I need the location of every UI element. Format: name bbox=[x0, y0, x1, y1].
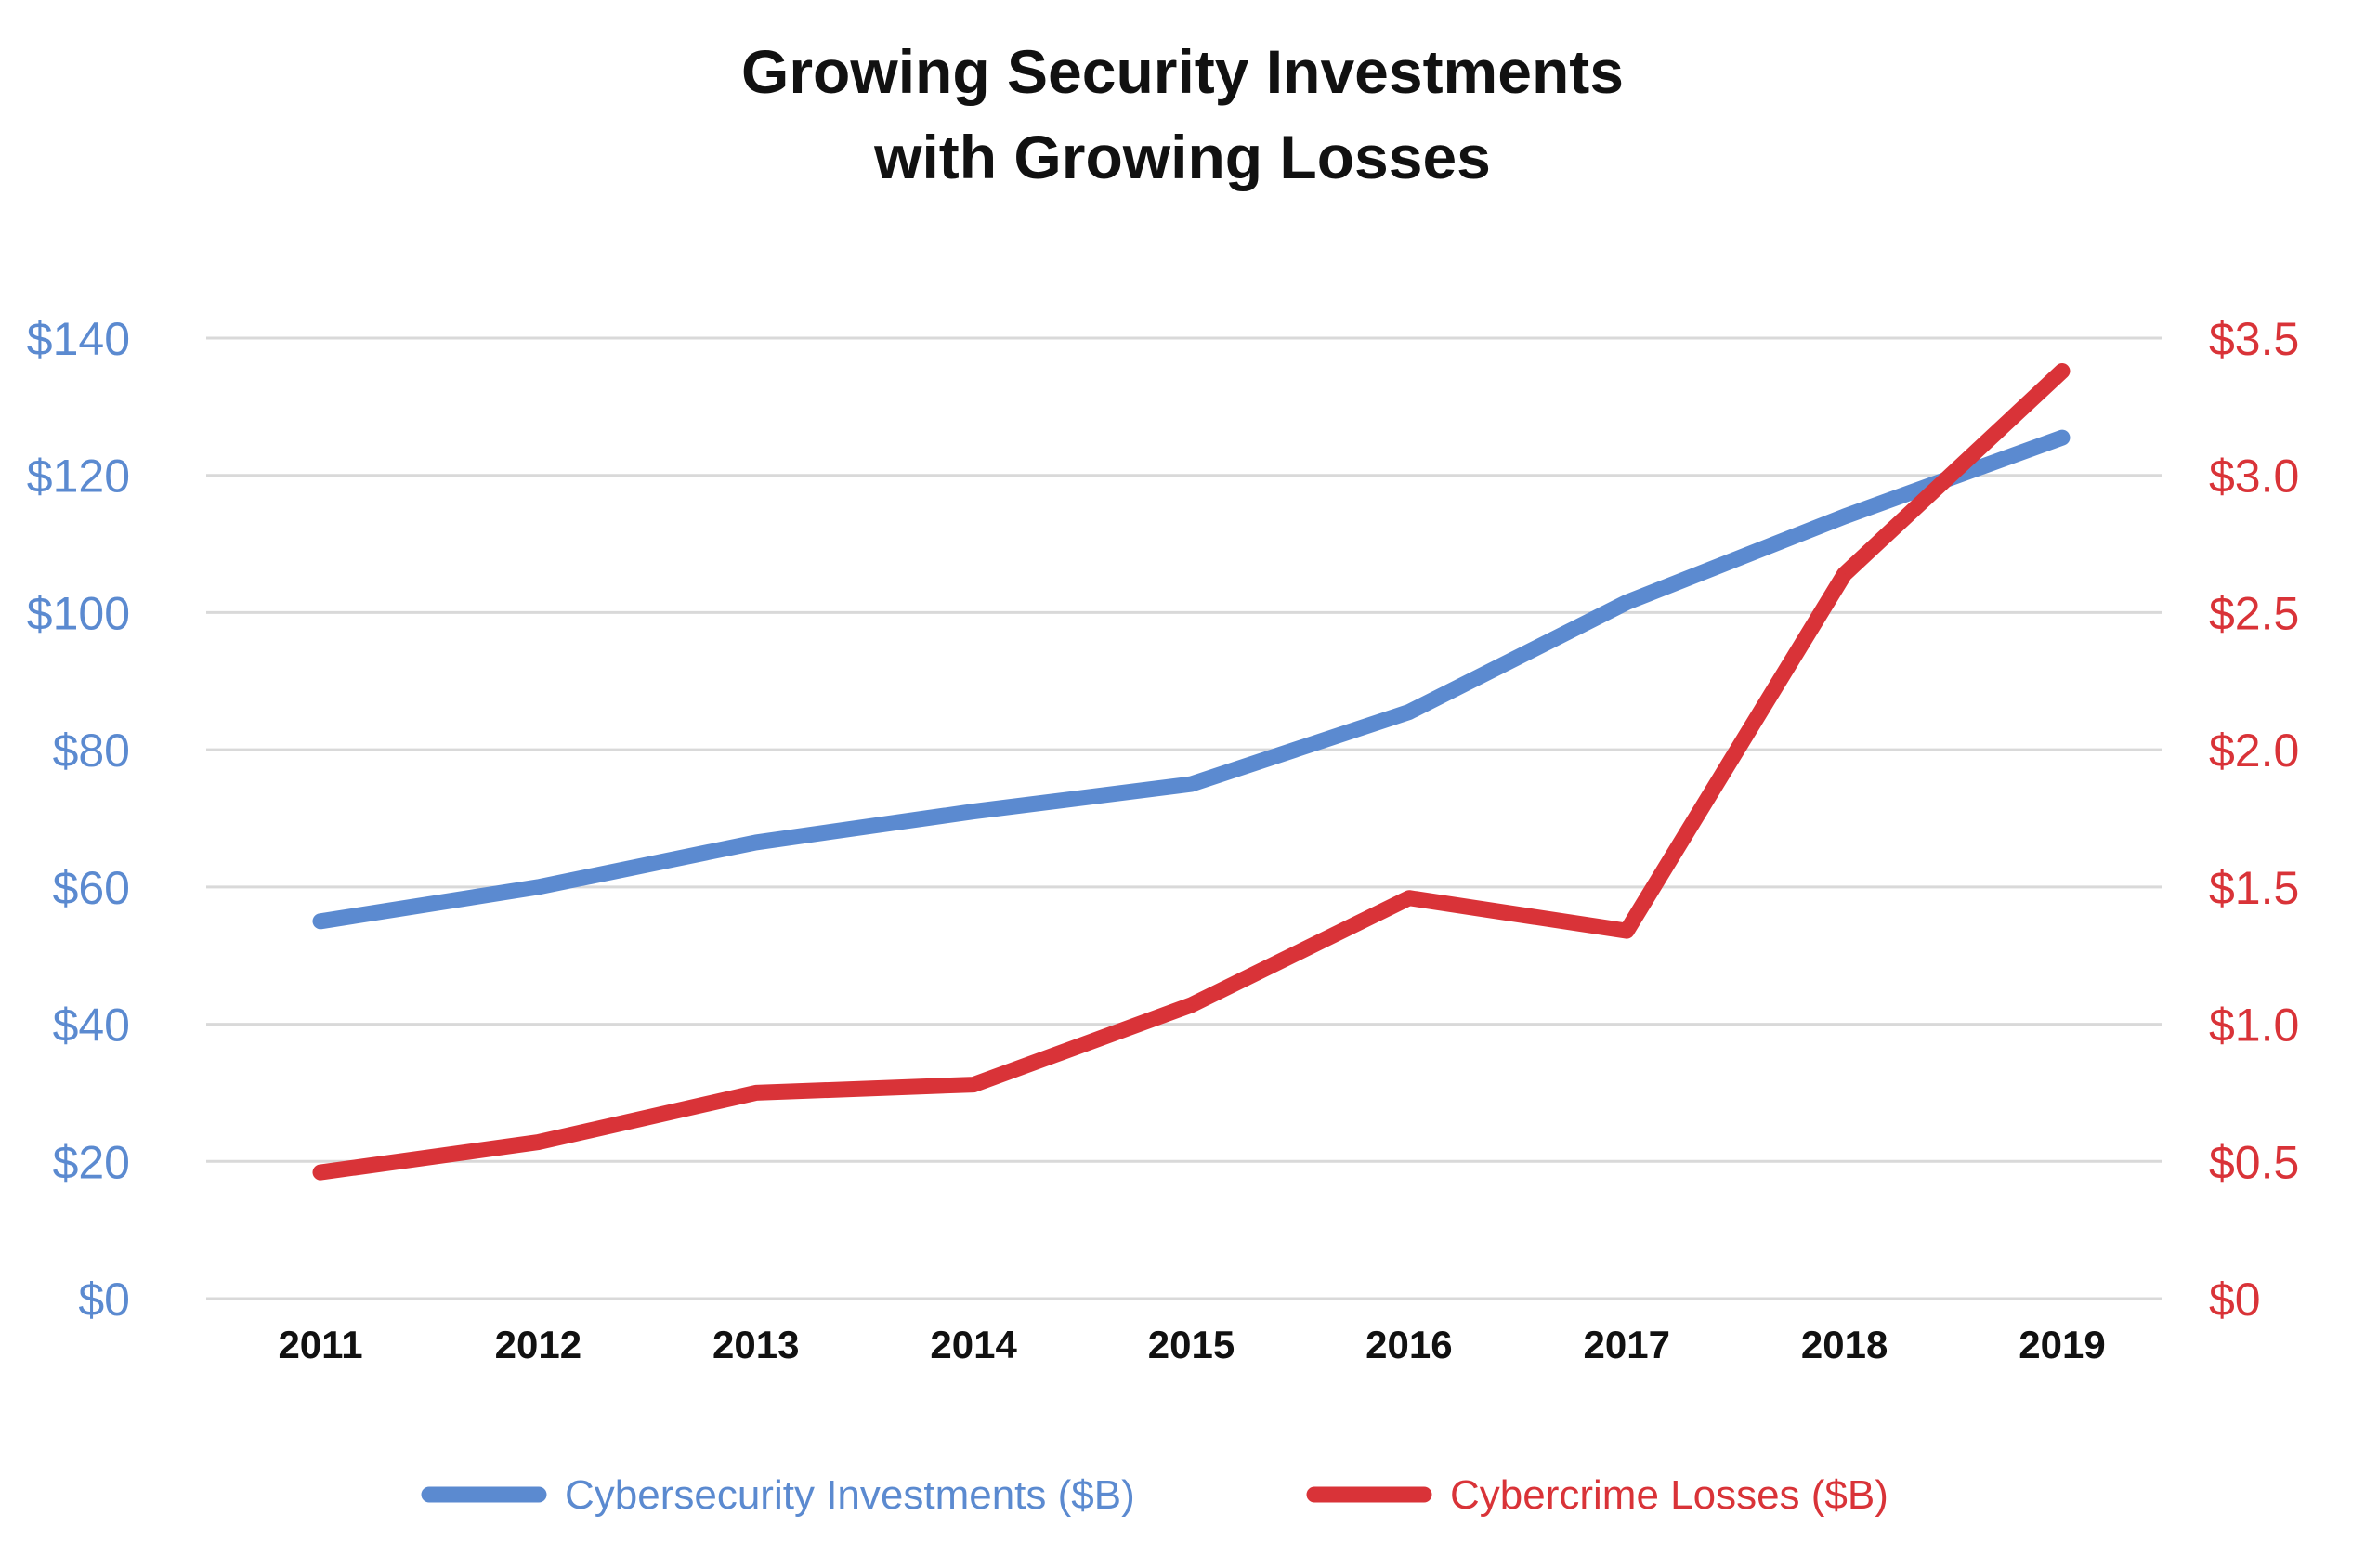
data-point bbox=[537, 1141, 540, 1143]
x-tick-label: 2011 bbox=[278, 1323, 362, 1366]
left-tick-label: $100 bbox=[27, 587, 130, 639]
left-tick-label: $60 bbox=[53, 862, 130, 914]
data-point bbox=[2061, 370, 2063, 372]
data-point bbox=[1407, 711, 1410, 713]
series-line-investments bbox=[312, 429, 2071, 930]
series-lines bbox=[312, 363, 2071, 1181]
data-point bbox=[320, 920, 321, 922]
x-tick-label: 2014 bbox=[930, 1323, 1017, 1366]
left-axis: $0 $20 $40 $60 $80 $100 $120 $140 bbox=[27, 313, 130, 1326]
right-tick-label: $0 bbox=[2209, 1274, 2261, 1326]
right-tick-label: $3.0 bbox=[2209, 451, 2299, 503]
x-tick-label: 2017 bbox=[1584, 1323, 1670, 1366]
right-tick-label: $0.5 bbox=[2209, 1136, 2299, 1188]
x-tick-label: 2015 bbox=[1148, 1323, 1235, 1366]
left-tick-label: $40 bbox=[53, 1000, 130, 1052]
legend: Cybersecurity Investments ($B) Cybercrime… bbox=[421, 1472, 1888, 1518]
data-point bbox=[1626, 930, 1628, 933]
data-point bbox=[973, 810, 975, 813]
right-tick-label: $1.5 bbox=[2209, 862, 2299, 914]
data-point bbox=[1190, 783, 1193, 786]
left-tick-label: $80 bbox=[53, 725, 130, 777]
series-line-losses bbox=[312, 363, 2071, 1181]
right-tick-label: $3.5 bbox=[2209, 313, 2299, 365]
right-tick-label: $2.0 bbox=[2209, 725, 2299, 777]
legend-label-investments: Cybersecurity Investments ($B) bbox=[565, 1472, 1135, 1518]
left-tick-label: $120 bbox=[27, 451, 130, 503]
data-point bbox=[973, 1083, 975, 1086]
x-tick-label: 2019 bbox=[2019, 1323, 2105, 1366]
x-tick-label: 2016 bbox=[1365, 1323, 1452, 1366]
x-tick-label: 2018 bbox=[1801, 1323, 1888, 1366]
data-point bbox=[1407, 896, 1410, 899]
chart-title-line-1: Growing Security Investments bbox=[741, 37, 1624, 106]
data-point bbox=[537, 885, 540, 888]
x-tick-label: 2012 bbox=[495, 1323, 581, 1366]
data-point bbox=[1190, 1003, 1193, 1006]
data-point bbox=[320, 1171, 321, 1174]
x-tick-label: 2013 bbox=[712, 1323, 799, 1366]
left-tick-label: $20 bbox=[53, 1136, 130, 1188]
data-point bbox=[754, 1091, 757, 1094]
left-tick-label: $0 bbox=[78, 1274, 130, 1326]
data-point bbox=[1626, 601, 1628, 604]
data-point bbox=[1843, 516, 1846, 518]
left-tick-label: $140 bbox=[27, 313, 130, 365]
legend-label-losses: Cybercrime Losses ($B) bbox=[1450, 1472, 1888, 1518]
right-axis: $0 $0.5 $1.0 $1.5 $2.0 $2.5 $3.0 $3.5 bbox=[2209, 313, 2299, 1326]
right-tick-label: $2.5 bbox=[2209, 587, 2299, 639]
x-axis: 2011 2012 2013 2014 2015 2016 2017 2018 2019 bbox=[278, 1323, 2105, 1366]
right-tick-label: $1.0 bbox=[2209, 1000, 2299, 1052]
chart-title-line-2: with Growing Losses bbox=[873, 123, 1491, 191]
data-point bbox=[1843, 573, 1846, 576]
data-point bbox=[2061, 437, 2063, 439]
data-point bbox=[754, 841, 757, 843]
